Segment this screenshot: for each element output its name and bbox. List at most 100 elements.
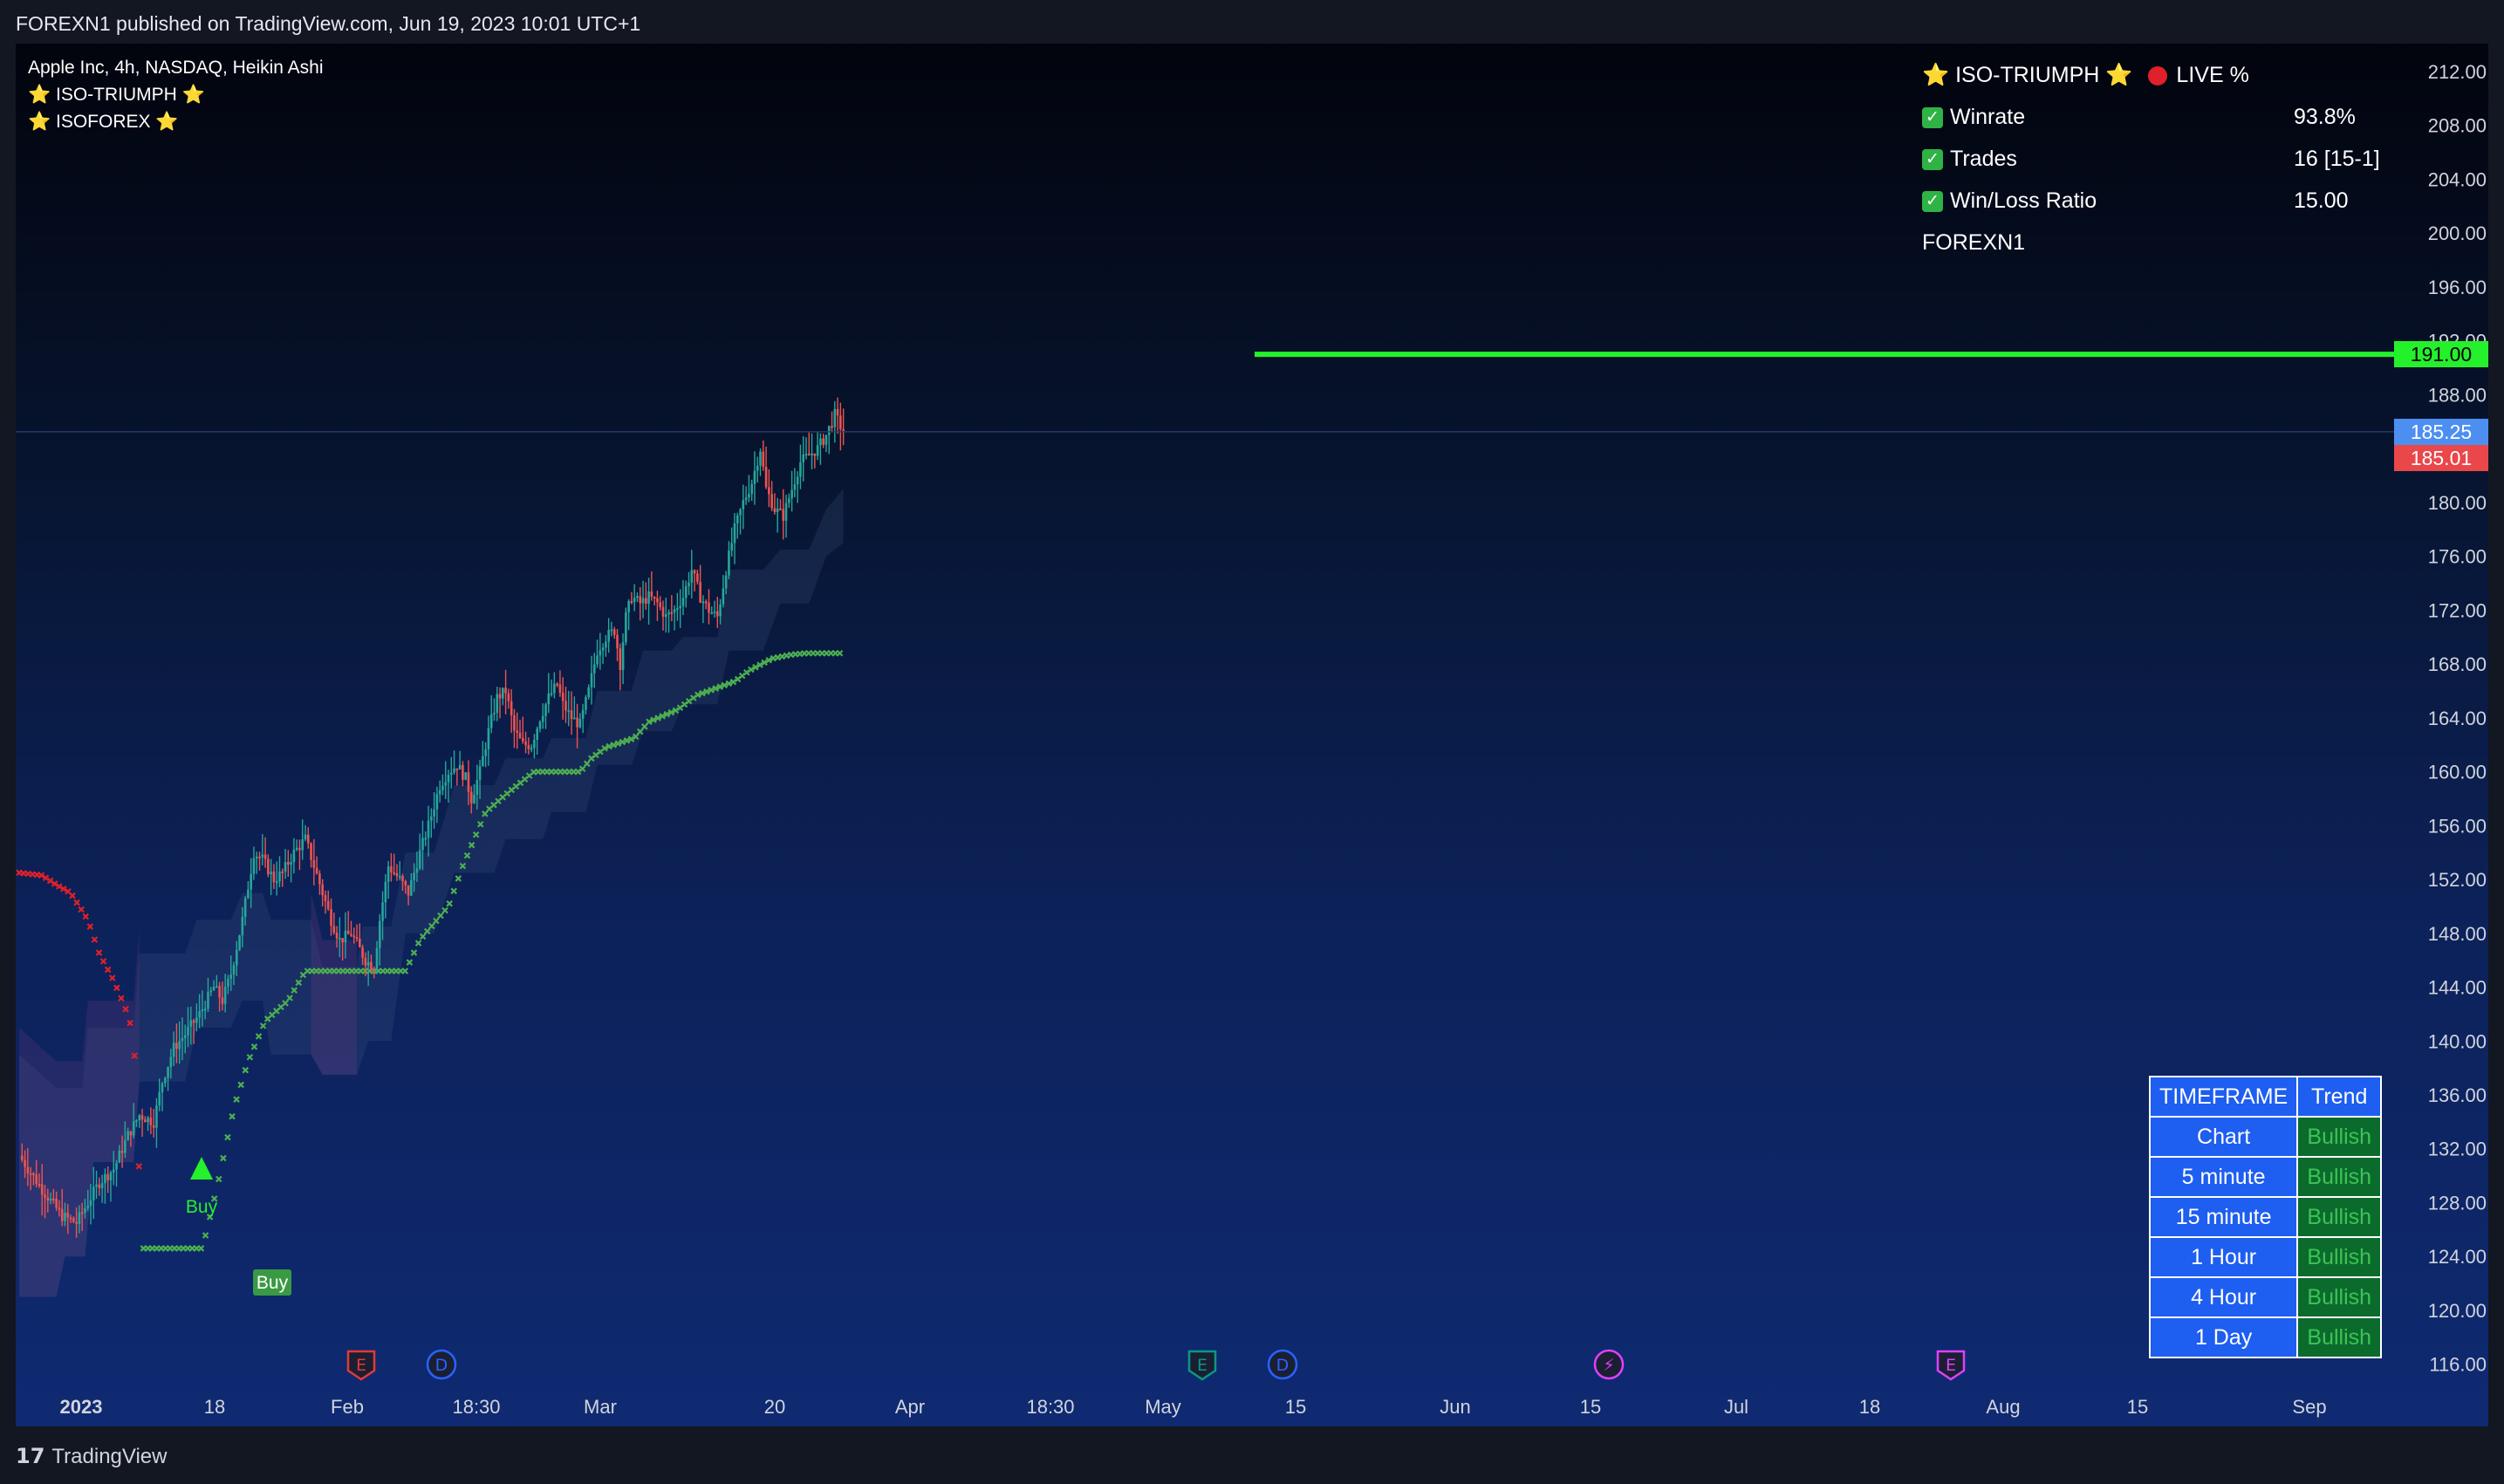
stop-dot bbox=[224, 1133, 231, 1141]
stop-dot bbox=[38, 872, 45, 879]
candle-body bbox=[175, 1043, 178, 1050]
event-marker: E bbox=[346, 1350, 376, 1381]
chart-frame[interactable]: 212.00208.00204.00200.00196.00192.00188.… bbox=[16, 44, 2488, 1426]
stop-dot bbox=[401, 968, 409, 975]
candle-body bbox=[84, 1207, 86, 1214]
candle-body bbox=[510, 701, 513, 715]
candle-body bbox=[590, 673, 593, 687]
candle-body bbox=[530, 748, 533, 750]
candle-body bbox=[258, 856, 261, 858]
price-tick-label: 204.00 bbox=[2428, 168, 2487, 190]
stop-dot bbox=[246, 1054, 254, 1061]
timeframe-table: TIMEFRAME Trend Chart Bullish 5 minute B… bbox=[2148, 1076, 2383, 1358]
stop-dot bbox=[406, 959, 414, 966]
timeframe-cell: 1 Day bbox=[2148, 1316, 2299, 1358]
stats-row: ✓ Trades 16 [15-1] bbox=[1922, 147, 2380, 181]
time-tick-label: 2023 bbox=[60, 1396, 103, 1418]
stop-dot bbox=[95, 949, 103, 956]
candle-body bbox=[684, 585, 688, 598]
last-price-tag: 185.25 bbox=[2394, 418, 2488, 445]
stop-dot bbox=[42, 874, 50, 881]
stop-dot bbox=[419, 933, 427, 940]
event-letter: D bbox=[435, 1356, 448, 1375]
candle-body bbox=[100, 1183, 104, 1188]
stop-dot bbox=[73, 899, 80, 906]
candle-body bbox=[659, 602, 662, 607]
candle-body bbox=[326, 900, 330, 909]
candle-body bbox=[55, 1198, 58, 1208]
table-row: 5 minute Bullish bbox=[2148, 1156, 2383, 1198]
candle-body bbox=[670, 612, 674, 614]
candle-body bbox=[633, 598, 636, 602]
candle-body bbox=[144, 1119, 147, 1123]
table-row: Chart Bullish bbox=[2148, 1116, 2383, 1158]
candle-body bbox=[704, 601, 708, 604]
candle-body bbox=[756, 465, 759, 471]
candle-body bbox=[518, 732, 522, 738]
candle-body bbox=[819, 438, 822, 446]
time-axis[interactable]: 2023 18 Feb 18:30 Mar 20 Apr 18:30 May 15 Jun 15 Jul… bbox=[60, 1396, 2327, 1418]
candle-body bbox=[750, 483, 753, 494]
candle-body bbox=[722, 588, 725, 605]
candle-body bbox=[516, 730, 519, 733]
candle-body bbox=[430, 816, 433, 821]
symbol-title[interactable]: Apple Inc, 4h, NASDAQ, Heikin Ashi bbox=[28, 58, 324, 78]
candle-body bbox=[404, 881, 407, 886]
stop-dot bbox=[650, 716, 657, 723]
candle-body bbox=[842, 428, 845, 433]
price-axis[interactable]: 212.00208.00204.00200.00196.00192.00188.… bbox=[2394, 44, 2488, 1426]
candle-body bbox=[521, 737, 524, 742]
stop-dot bbox=[765, 656, 772, 664]
stop-dot bbox=[291, 987, 298, 994]
timeframe-cell: 1 Hour bbox=[2148, 1236, 2299, 1278]
candle-body bbox=[607, 630, 610, 642]
candle-body bbox=[533, 740, 536, 749]
candle-body bbox=[284, 862, 287, 872]
candle-body bbox=[527, 745, 530, 749]
candle-body bbox=[544, 704, 547, 716]
tradingview-logo[interactable]: 17 TradingView bbox=[16, 1444, 167, 1469]
candle-body bbox=[352, 935, 356, 938]
time-tick-label: 18:30 bbox=[452, 1396, 500, 1418]
price-tick-label: 208.00 bbox=[2428, 115, 2487, 137]
candle-body bbox=[183, 1035, 187, 1038]
stop-dot bbox=[82, 913, 90, 920]
candle-body bbox=[410, 879, 413, 896]
indicator-name[interactable]: ⭐ ISOFOREX ⭐ bbox=[28, 112, 179, 132]
stop-dot bbox=[721, 681, 729, 689]
stop-dot bbox=[761, 659, 768, 667]
candle-body bbox=[310, 843, 312, 860]
price-tick-label: 120.00 bbox=[2428, 1300, 2487, 1322]
candle-body bbox=[355, 937, 359, 940]
candle-body bbox=[281, 871, 284, 873]
candle-body bbox=[719, 604, 722, 617]
candle-body bbox=[564, 701, 567, 711]
event-marker: E bbox=[1187, 1350, 1217, 1381]
event-badge-icon bbox=[1187, 1350, 1217, 1381]
candle-body bbox=[822, 438, 824, 445]
candle-body bbox=[189, 1020, 193, 1027]
trend-cell: Bullish bbox=[2296, 1276, 2383, 1318]
stop-dot bbox=[46, 877, 54, 885]
event-letter: ⚡ bbox=[1603, 1356, 1614, 1375]
candle-body bbox=[415, 868, 419, 873]
candle-body bbox=[744, 497, 748, 501]
table-row: 1 Hour Bullish bbox=[2148, 1236, 2383, 1278]
candle-body bbox=[661, 606, 665, 617]
candle-body bbox=[673, 609, 676, 612]
candle-body bbox=[86, 1206, 90, 1208]
candle-body bbox=[596, 655, 599, 665]
stop-dot bbox=[574, 768, 582, 776]
stop-dot bbox=[108, 975, 116, 981]
candle-body bbox=[735, 515, 739, 523]
candle-body bbox=[742, 500, 745, 509]
candle-body bbox=[504, 687, 507, 694]
price-tick-label: 148.00 bbox=[2428, 923, 2487, 945]
candle-body bbox=[693, 570, 696, 574]
tradingview-logo-icon: 17 bbox=[16, 1444, 45, 1468]
chart-canvas[interactable]: 212.00208.00204.00200.00196.00192.00188.… bbox=[16, 44, 2488, 1426]
candle-body bbox=[129, 1131, 133, 1136]
indicator-name[interactable]: ⭐ ISO-TRIUMPH ⭐ bbox=[28, 85, 205, 105]
candle-body bbox=[192, 1020, 195, 1023]
candle-body bbox=[32, 1173, 35, 1175]
